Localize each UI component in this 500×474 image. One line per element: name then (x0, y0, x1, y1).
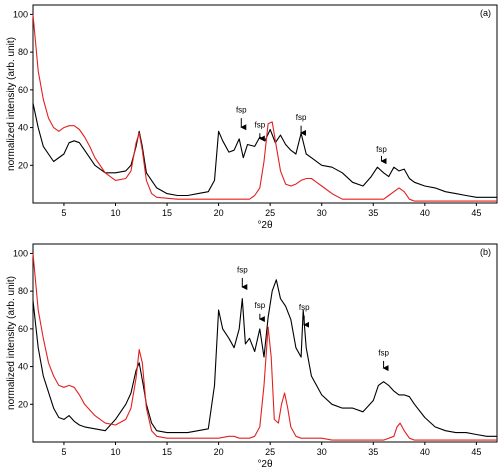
x-axis-label: °2θ (257, 459, 273, 470)
x-tick-label: 35 (368, 208, 378, 218)
y-tick-label: 80 (18, 286, 28, 296)
fsp-annotation-label: fsp (236, 105, 247, 114)
x-tick-label: 5 (61, 447, 66, 457)
series-group (32, 14, 497, 202)
y-tick-label: 60 (18, 324, 28, 334)
x-axis-label: °2θ (257, 220, 273, 231)
plot-frame (32, 243, 498, 443)
x-tick-label: 10 (110, 208, 120, 218)
red-series-line (32, 253, 497, 441)
y-tick-label: 100 (13, 9, 28, 19)
y-tick-label: 20 (18, 399, 28, 409)
y-tick-label: 60 (18, 85, 28, 95)
x-tick-label: 25 (265, 447, 275, 457)
x-tick-label: 15 (162, 208, 172, 218)
axis-ticks: 5 10 15 20 25 30 35 40 45 20 40 60 80 100 (13, 248, 481, 457)
x-tick-label: 40 (420, 447, 430, 457)
fsp-annotation-label: fsp (237, 265, 248, 274)
fsp-annotation-label: fsp (376, 145, 387, 154)
x-tick-label: 30 (317, 447, 327, 457)
x-tick-label: 20 (214, 208, 224, 218)
fsp-annotation-label: fsp (255, 301, 266, 310)
x-tick-label: 30 (317, 208, 327, 218)
x-tick-label: 20 (214, 447, 224, 457)
y-axis-label: normalized intensity (arb. unit) (6, 276, 17, 410)
y-tick-label: 100 (13, 248, 28, 258)
y-tick-label: 80 (18, 47, 28, 57)
y-tick-label: 40 (18, 362, 28, 372)
x-tick-label: 25 (265, 208, 275, 218)
annotation-group: fsp fsp fsp fsp (237, 265, 389, 372)
plot-frame (32, 4, 498, 204)
panel-label: (b) (480, 247, 491, 257)
fsp-annotation-label: fsp (255, 121, 266, 130)
panel-label: (a) (480, 8, 491, 18)
y-tick-label: 40 (18, 123, 28, 133)
x-tick-label: 35 (368, 447, 378, 457)
x-tick-label: 45 (471, 447, 481, 457)
chart-panel-a: (a) normalized intensity (arb. unit) °2θ… (6, 4, 498, 231)
fsp-annotation-label: fsp (378, 348, 389, 357)
x-tick-label: 45 (471, 208, 481, 218)
black-series-line (32, 102, 497, 198)
black-series-line (32, 279, 497, 437)
fsp-annotation-label: fsp (299, 303, 310, 312)
x-tick-label: 15 (162, 447, 172, 457)
chart-panel-b: (b) normalized intensity (arb. unit) °2θ… (6, 243, 498, 470)
axis-ticks: 5 10 15 20 25 30 35 40 45 20 40 60 80 100 (13, 9, 481, 218)
x-tick-label: 40 (420, 208, 430, 218)
series-group (32, 253, 497, 441)
fsp-annotation-label: fsp (296, 113, 307, 122)
x-tick-label: 5 (61, 208, 66, 218)
x-tick-label: 10 (110, 447, 120, 457)
y-axis-label: normalized intensity (arb. unit) (6, 37, 17, 171)
red-series-line (32, 14, 497, 202)
y-tick-label: 20 (18, 160, 28, 170)
